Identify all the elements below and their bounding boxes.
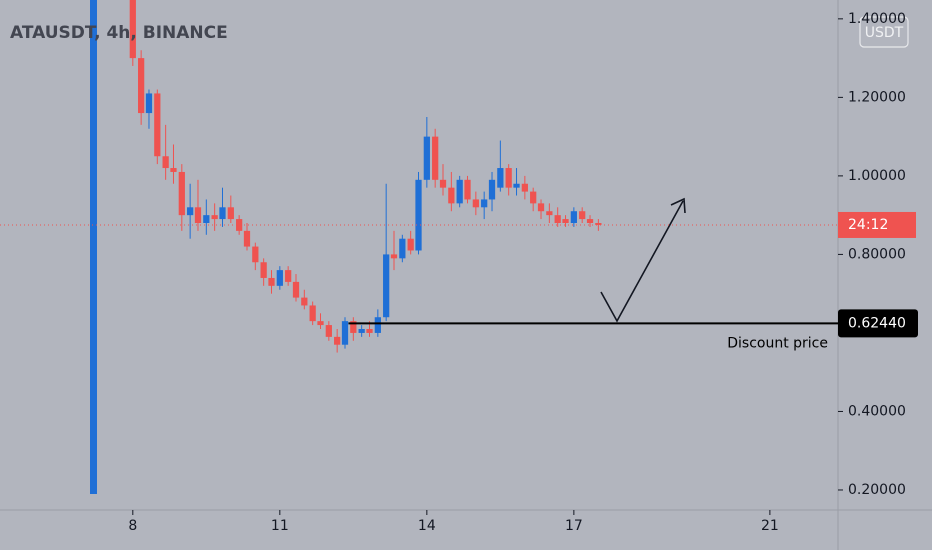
candle-body — [390, 254, 398, 259]
candle-body — [472, 199, 479, 208]
candle-body — [292, 281, 300, 298]
candle-body — [236, 219, 243, 231]
candle-body — [350, 321, 357, 333]
candle-body — [358, 329, 365, 333]
candle-body — [309, 305, 316, 322]
chart-title: ATAUSDT, 4h, BINANCE — [10, 23, 228, 43]
candle-body — [497, 168, 504, 188]
candle-body — [399, 238, 406, 259]
candle-body — [456, 179, 463, 204]
candle-body — [325, 325, 332, 337]
candle-body — [562, 219, 569, 224]
y-tick-label: 0.80000 — [848, 246, 906, 262]
candle-body — [537, 203, 545, 212]
y-tick-label: 1.20000 — [848, 89, 906, 105]
candle-body — [252, 246, 259, 263]
candle-body — [432, 136, 439, 180]
candle-body — [464, 179, 471, 200]
candle-body — [285, 270, 292, 282]
candle-body — [513, 183, 520, 188]
candle-body — [187, 207, 194, 216]
candle-body — [481, 199, 488, 208]
countdown-box — [838, 211, 916, 238]
x-tick-label: 11 — [271, 518, 289, 534]
candle-body — [154, 93, 161, 157]
candle-body — [530, 191, 537, 204]
candle-body — [383, 254, 390, 318]
candle-body — [505, 168, 512, 188]
candle-body — [138, 58, 145, 114]
candle-body — [194, 207, 202, 224]
candle-body — [407, 238, 414, 251]
candle-body — [276, 270, 283, 286]
arrow-head — [670, 197, 686, 214]
candle-body — [170, 168, 177, 172]
candle-body — [301, 297, 308, 306]
candle-body — [243, 230, 251, 247]
candle-body — [260, 262, 267, 278]
x-tick-label: 17 — [565, 518, 583, 534]
candle-body — [341, 321, 349, 345]
currency-box[interactable] — [859, 16, 909, 48]
plot-area — [129, 0, 602, 353]
y-tick-label: 0.40000 — [848, 403, 906, 419]
currency-label[interactable]: USDT — [865, 25, 904, 41]
candle-body — [178, 171, 185, 216]
y-tick-label: 1.00000 — [848, 168, 906, 184]
y-tick-label: 1.40000 — [848, 11, 906, 27]
candle-body — [366, 329, 373, 333]
annotation: Discount price — [727, 335, 828, 351]
candle-body — [317, 321, 324, 326]
x-tick-label: 8 — [128, 518, 137, 534]
x-tick-label: 21 — [761, 518, 779, 534]
candle-body — [334, 336, 341, 345]
candle-body — [203, 215, 210, 224]
candle-body — [579, 211, 586, 220]
candle-body — [211, 215, 218, 220]
candle-body — [374, 317, 381, 333]
candle-body — [595, 223, 602, 225]
candle-body — [423, 136, 430, 180]
countdown-label: 24:12 — [848, 217, 888, 233]
candle-body — [488, 179, 496, 200]
candle-body — [546, 211, 553, 216]
level-box — [838, 309, 918, 338]
candle-body — [145, 93, 153, 114]
candle-body — [521, 183, 528, 192]
candle-body — [448, 187, 455, 204]
candle-body — [219, 207, 226, 220]
candle-body — [554, 215, 561, 224]
candle-body — [129, 0, 136, 59]
candle-body — [268, 277, 275, 286]
x-tick-label: 14 — [418, 518, 436, 534]
candle-body — [415, 179, 422, 251]
drawn-arrow — [600, 200, 684, 323]
level-label: 0.62440 — [848, 315, 906, 331]
candle-body — [162, 156, 169, 169]
candle-body — [227, 207, 234, 220]
candle-body — [586, 219, 594, 224]
y-tick-label: 0.20000 — [848, 482, 906, 498]
candle-body — [570, 211, 577, 224]
vertical-marker — [90, 0, 97, 494]
candle-body — [439, 179, 447, 188]
